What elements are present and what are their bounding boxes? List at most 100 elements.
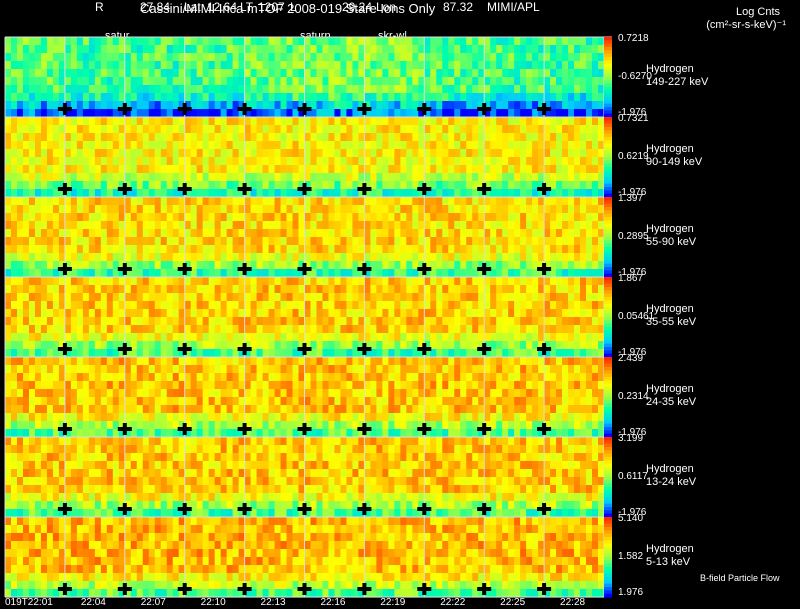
- heatmap-panel: [184, 197, 246, 278]
- sensor-gap-marker: [57, 583, 72, 595]
- sensor-gap-marker: [117, 183, 132, 195]
- heatmap-panel: [544, 37, 605, 118]
- sensor-gap-marker: [237, 183, 252, 195]
- channel-label: Hydrogen 55-90 keV: [646, 223, 696, 249]
- time-tick-label: 22:10: [200, 597, 226, 608]
- colorbar-min-label: 1.976: [618, 587, 644, 598]
- colorbar-mid-label: 0.05461: [618, 311, 655, 322]
- heatmap-panel: [544, 197, 605, 278]
- heatmap-panel: [424, 517, 485, 598]
- plot-title: Cassini/MIMI Inca mTOF 2008-019 Stare Io…: [140, 1, 436, 16]
- sensor-gap-marker: [237, 423, 252, 435]
- sensor-gap-marker: [117, 263, 132, 275]
- heatmap-panel: [244, 357, 306, 438]
- heatmap-panel: [244, 117, 306, 198]
- heatmap-panel: [424, 117, 485, 198]
- sensor-gap-marker: [417, 183, 432, 195]
- channel-label: Hydrogen 13-24 keV: [646, 463, 696, 489]
- sensor-gap-marker: [57, 263, 72, 275]
- time-tick-label: 22:22: [440, 597, 466, 608]
- heatmap-panel: [184, 37, 246, 118]
- sensor-gap-marker: [417, 503, 432, 515]
- sensor-gap-marker: [297, 423, 312, 435]
- heatmap-panel: [304, 277, 365, 358]
- sensor-gap-marker: [57, 103, 72, 115]
- lat-value: 12.64: [207, 0, 238, 14]
- sensor-gap-marker: [537, 503, 552, 515]
- sensor-gap-marker: [417, 263, 432, 275]
- heatmap-panel: [484, 517, 545, 598]
- sensor-gap-marker: [177, 583, 192, 595]
- sensor-gap-marker: [57, 183, 72, 195]
- heatmap-panel: [364, 197, 425, 278]
- colorbar-max-label: 0.7321: [618, 113, 649, 124]
- colorbar: [604, 197, 612, 278]
- heatmap-panel: [124, 357, 186, 438]
- heatmap-panel: [364, 517, 425, 598]
- heatmap-panel: [244, 277, 306, 358]
- colorbar: [604, 277, 612, 358]
- heatmap-panel: [64, 437, 126, 518]
- sensor-gap-marker: [117, 583, 132, 595]
- heatmap-panel: [64, 357, 126, 438]
- sensor-gap-marker: [177, 343, 192, 355]
- sensor-gap-marker: [537, 343, 552, 355]
- energy-range: 55-90 keV: [646, 236, 697, 248]
- heatmap-panel: [244, 517, 306, 598]
- heatmap-panel: [5, 37, 66, 118]
- sensor-gap-marker: [297, 183, 312, 195]
- energy-range: 90-149 keV: [646, 156, 703, 168]
- colorbar-min-label: -1.976: [618, 187, 647, 198]
- heatmap-panel: [304, 37, 365, 118]
- sensor-gap-marker: [477, 503, 492, 515]
- l-label: L: [290, 0, 297, 14]
- sensor-gap-marker: [537, 423, 552, 435]
- colorbar-min-label: -1.976: [618, 107, 647, 118]
- heatmap-panel: [124, 517, 186, 598]
- units-line2: (cm²-sr-s-keV)⁻¹: [706, 19, 786, 31]
- heatmap-panel: [244, 437, 306, 518]
- colorbar-mid-label: -0.6270: [618, 71, 652, 82]
- sensor-gap-marker: [117, 343, 132, 355]
- sensor-gap-marker: [297, 583, 312, 595]
- sensor-gap-marker: [357, 263, 372, 275]
- heatmap-panel: [64, 117, 126, 198]
- heatmap-panel: [484, 117, 545, 198]
- heatmap-panel: [544, 357, 605, 438]
- sensor-gap-marker: [117, 503, 132, 515]
- org-label: MIMI/APL: [487, 0, 540, 14]
- colorbar: [604, 357, 612, 438]
- species-name: Hydrogen: [646, 543, 694, 555]
- colorbar-min-label: -1.976: [618, 507, 647, 518]
- position-info-line: R 27.84 Lat 12.64 LT 1207 L 29.24 Lon 87…: [0, 0, 800, 14]
- colorbar: [604, 117, 612, 198]
- heatmap-panel: [544, 517, 605, 598]
- sensor-gap-marker: [477, 183, 492, 195]
- heatmap-panel: [364, 117, 425, 198]
- sensor-gap-marker: [537, 263, 552, 275]
- heatmap-panel: [304, 437, 365, 518]
- sensor-gap-marker: [357, 103, 372, 115]
- sensor-gap-marker: [237, 503, 252, 515]
- channel-label: Hydrogen 5-13 keV: [646, 543, 694, 569]
- sensor-gap-marker: [477, 343, 492, 355]
- sensor-gap-marker: [297, 503, 312, 515]
- sensor-gap-marker: [477, 263, 492, 275]
- time-tick-label: 22:19: [380, 597, 406, 608]
- heatmap-panel: [304, 517, 365, 598]
- heatmap-panel: [544, 437, 605, 518]
- sensor-gap-marker: [477, 583, 492, 595]
- heatmap-panel: [364, 357, 425, 438]
- time-tick-label: 22:13: [260, 597, 286, 608]
- sensor-gap-marker: [177, 103, 192, 115]
- r-value: 27.84: [140, 0, 171, 14]
- heatmap-panel: [484, 437, 545, 518]
- sensor-gap-marker: [117, 423, 132, 435]
- colorbar-mid-label: 1.582: [618, 551, 644, 562]
- species-name: Hydrogen: [646, 303, 694, 315]
- channel-label: Hydrogen 24-35 keV: [646, 383, 696, 409]
- sensor-gap-marker: [177, 263, 192, 275]
- colorbar-min-label: -1.976: [618, 427, 647, 438]
- sensor-gap-marker: [417, 583, 432, 595]
- heatmap-panel: [5, 277, 66, 358]
